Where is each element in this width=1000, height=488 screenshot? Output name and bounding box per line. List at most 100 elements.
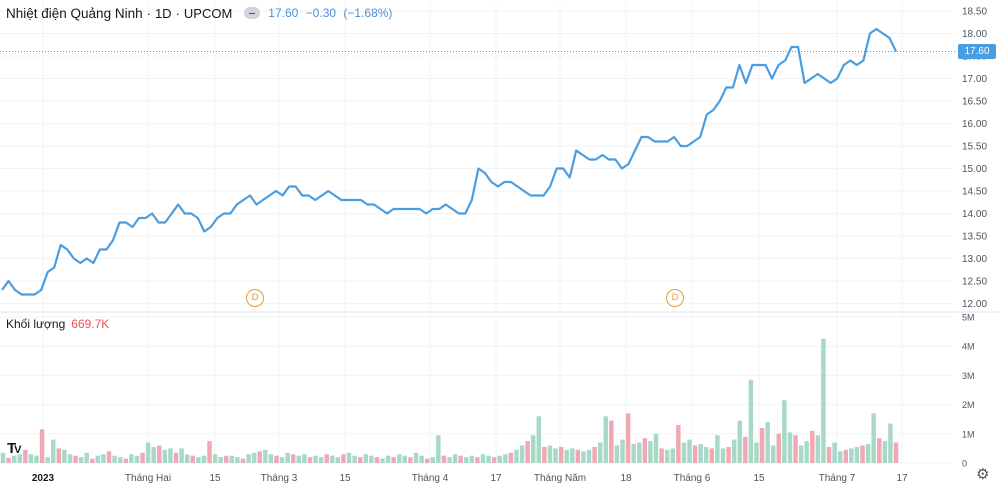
volume-bar [101, 454, 106, 463]
volume-bar [553, 448, 558, 463]
volume-bar [653, 433, 659, 463]
volume-bar [257, 451, 262, 463]
time-axis-tick-label: Tháng 4 [412, 473, 449, 484]
volume-bar [882, 441, 888, 463]
volume-bar [251, 452, 257, 463]
volume-bar [240, 458, 246, 463]
volume-bar [798, 445, 804, 463]
volume-bar [692, 445, 698, 463]
volume-bar [497, 455, 502, 463]
volume-bar [369, 455, 374, 463]
volume-bar [184, 454, 190, 463]
volume-bar [385, 455, 391, 463]
volume-axis-tick-label: 1M [962, 429, 975, 439]
price-axis-tick-label: 15.50 [962, 142, 987, 153]
volume-bar [23, 449, 28, 463]
volume-bar [151, 446, 156, 463]
volume-bar [235, 457, 240, 463]
volume-bar [826, 446, 832, 463]
volume-axis-tick-label: 0 [962, 459, 967, 469]
volume-bar [106, 451, 112, 463]
time-axis-tick-label: Tháng 6 [674, 473, 711, 484]
volume-bar [0, 452, 6, 463]
price-change: −0.30 [305, 6, 337, 20]
volume-bar [34, 455, 39, 463]
volume-bar [793, 435, 798, 463]
volume-bar [893, 442, 899, 463]
symbol-name[interactable]: Nhiệt điện Quảng Ninh [6, 5, 143, 21]
volume-bar [765, 422, 770, 463]
volume-bar [263, 449, 268, 463]
volume-bar [50, 439, 56, 463]
volume-bar [95, 455, 101, 463]
price-series-line [1, 27, 897, 296]
volume-bar [458, 455, 463, 463]
volume-bar [430, 457, 435, 463]
volume-bar [770, 445, 776, 463]
header-separator: · [175, 5, 180, 21]
last-price-tag: 17.60 [958, 44, 996, 59]
dividend-marker[interactable]: D [666, 289, 684, 307]
volume-bar [302, 454, 307, 463]
volume-bar [581, 451, 586, 463]
volume-bar [413, 452, 419, 463]
volume-label[interactable]: Khối lượng [6, 317, 66, 331]
volume-bar [134, 455, 140, 463]
gear-icon[interactable]: ⚙ [976, 466, 990, 483]
volume-bar [592, 446, 597, 463]
volume-axis-tick-label: 4M [962, 342, 975, 352]
volume-axis-tick-label: 5M [962, 313, 975, 323]
volume-bar [380, 458, 385, 463]
volume-bar [514, 449, 519, 463]
volume-bar [860, 445, 865, 463]
time-axis-tick-label: 15 [209, 473, 221, 484]
volume-bar [849, 448, 854, 463]
price-axis-tick-label: 12.50 [962, 277, 987, 288]
volume-bar [804, 441, 809, 463]
volume-bar [352, 455, 357, 463]
volume-bar [837, 451, 843, 463]
header-separator: · [146, 5, 151, 21]
volume-bar [112, 455, 117, 463]
volume-bar [843, 449, 849, 463]
volume-bar [597, 442, 603, 463]
volume-bar [179, 448, 184, 463]
price-axis-tick-label: 14.00 [962, 209, 987, 220]
volume-bar [196, 457, 201, 463]
volume-bar [335, 457, 341, 463]
volume-bar [168, 448, 173, 463]
volume-bar [503, 454, 508, 463]
volume-bar [157, 445, 162, 463]
volume-bar [854, 446, 860, 463]
volume-bar [648, 441, 653, 463]
time-axis-tick-label: 17 [896, 473, 908, 484]
volume-bar [659, 448, 664, 463]
tradingview-logo-icon[interactable]: TV [7, 440, 22, 457]
price-axis-tick-label: 17.00 [962, 74, 987, 85]
volume-bar [313, 455, 318, 463]
volume-bar [480, 454, 486, 463]
volume-bar [73, 455, 78, 463]
volume-bar [698, 444, 703, 463]
time-axis-tick-label: 2023 [32, 473, 55, 484]
volume-bar [363, 454, 369, 463]
volume-bar [530, 435, 536, 463]
volume-bar [140, 452, 145, 463]
volume-bar [754, 442, 759, 463]
volume-bar [229, 455, 235, 463]
volume-bar [704, 446, 709, 463]
dividend-marker[interactable]: D [246, 289, 264, 307]
volume-bar [274, 455, 279, 463]
volume-bar [625, 413, 631, 463]
volume-bar [307, 457, 313, 463]
minus-icon[interactable] [244, 7, 261, 19]
volume-bar [637, 442, 642, 463]
volume-bar [564, 449, 569, 463]
volume-bar [78, 457, 84, 463]
interval-label[interactable]: 1D [154, 5, 172, 21]
volume-bar [642, 438, 648, 463]
price-axis-tick-label: 16.00 [962, 119, 987, 130]
time-axis-tick-label: 15 [339, 473, 351, 484]
